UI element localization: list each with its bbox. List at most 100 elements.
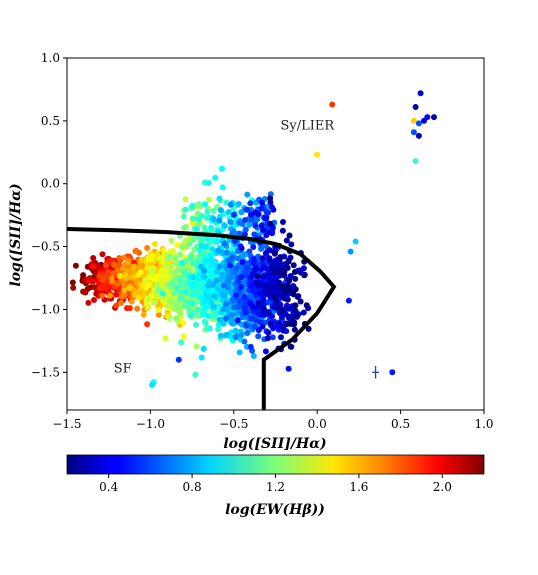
scatter-point xyxy=(244,191,251,198)
scatter-point xyxy=(135,294,142,301)
scatter-point xyxy=(145,282,151,289)
scatter-point xyxy=(154,282,160,288)
scatter-point xyxy=(213,277,220,284)
scatter-point xyxy=(198,354,205,361)
scatter-point xyxy=(180,213,187,220)
outlier-point xyxy=(417,90,424,97)
scatter-point xyxy=(120,293,126,300)
scatter-point xyxy=(207,262,214,269)
scatter-point xyxy=(215,321,222,328)
scatter-point xyxy=(291,302,298,309)
scatter-point xyxy=(270,325,276,332)
scatter-point xyxy=(305,325,312,332)
y-axis-ticks: 1.0 0.5 0.0 −0.5 −1.0 −1.5 xyxy=(31,51,67,379)
outlier-point xyxy=(329,101,336,108)
scatter-point xyxy=(114,267,121,274)
scatter-point xyxy=(232,334,239,341)
scatter-point xyxy=(216,316,223,323)
scatter-point xyxy=(261,283,268,289)
scatter-point xyxy=(224,306,231,313)
scatter-point xyxy=(259,199,265,206)
x-tick-label: 0.5 xyxy=(391,417,410,431)
scatter-point xyxy=(176,289,183,296)
scatter-point xyxy=(173,285,180,292)
scatter-point xyxy=(90,255,97,261)
scatter-point xyxy=(196,201,203,208)
scatter-point xyxy=(201,267,208,274)
scatter-point xyxy=(223,331,230,338)
scatter-point xyxy=(181,224,188,231)
scatter-point xyxy=(138,257,145,264)
scatter-point xyxy=(234,317,241,324)
scatter-point xyxy=(213,268,220,275)
scatter-point xyxy=(169,299,176,305)
scatter-point xyxy=(232,292,239,299)
scatter-point xyxy=(187,312,194,319)
scatter-point xyxy=(190,274,197,281)
scatter-point xyxy=(267,220,274,227)
scatter-point xyxy=(190,215,197,222)
scatter-point xyxy=(148,256,155,262)
scatter-point xyxy=(228,254,235,261)
scatter-point xyxy=(238,274,245,281)
scatter-point xyxy=(286,232,293,239)
scatter-point xyxy=(99,292,106,299)
error-bar xyxy=(372,366,379,379)
scatter-point xyxy=(144,245,151,251)
outlier-point xyxy=(192,371,199,378)
outlier-point xyxy=(314,151,321,158)
scatter-point xyxy=(111,261,118,268)
scatter-point xyxy=(130,263,137,270)
scatter-point xyxy=(265,229,272,236)
scatter-point xyxy=(292,313,299,320)
scatter-point xyxy=(250,353,257,359)
scatter-point xyxy=(225,278,232,285)
scatter-point xyxy=(212,238,219,245)
annotation-sf: SF xyxy=(114,361,132,376)
x-tick-label: −1.0 xyxy=(136,417,165,431)
scatter-point xyxy=(171,290,177,297)
scatter-point xyxy=(260,226,267,233)
scatter-point xyxy=(180,319,187,326)
outlier-points xyxy=(149,90,437,388)
outlier-point xyxy=(345,297,352,304)
scatter-point xyxy=(234,278,241,285)
scatter-point xyxy=(164,281,171,288)
scatter-point xyxy=(291,269,298,275)
outlier-point xyxy=(431,114,437,121)
scatter-point xyxy=(227,201,234,208)
scatter-point xyxy=(193,225,200,232)
scatter-point xyxy=(278,334,284,341)
scatter-point xyxy=(121,287,128,294)
scatter-point xyxy=(250,256,257,263)
scatter-point xyxy=(261,289,268,296)
scatter-point xyxy=(181,270,188,277)
scatter-point xyxy=(91,297,97,303)
scatter-point xyxy=(177,310,184,317)
scatter-point xyxy=(82,289,89,296)
outlier-point xyxy=(352,238,359,245)
scatter-point xyxy=(176,277,183,284)
scatter-point xyxy=(292,286,299,293)
scatter-point xyxy=(300,265,307,272)
scatter-point xyxy=(179,244,185,250)
scatter-point xyxy=(210,216,217,223)
scatter-point xyxy=(168,237,175,244)
scatter-point xyxy=(80,272,87,279)
scatter-point xyxy=(159,290,166,297)
scatter-point xyxy=(104,280,111,287)
scatter-point xyxy=(283,320,290,327)
scatter-point xyxy=(260,296,267,303)
scatter-point xyxy=(182,206,189,213)
outlier-point xyxy=(410,129,417,136)
y-tick-label: 1.0 xyxy=(41,51,60,65)
scatter-point xyxy=(255,310,262,317)
scatter-point xyxy=(141,290,148,297)
scatter-point xyxy=(128,298,135,305)
scatter-point xyxy=(201,318,208,325)
scatter-point xyxy=(177,294,184,301)
scatter-point xyxy=(201,273,208,280)
scatter-point xyxy=(70,284,77,291)
scatter-point xyxy=(279,306,286,313)
scatter-point xyxy=(215,326,222,333)
